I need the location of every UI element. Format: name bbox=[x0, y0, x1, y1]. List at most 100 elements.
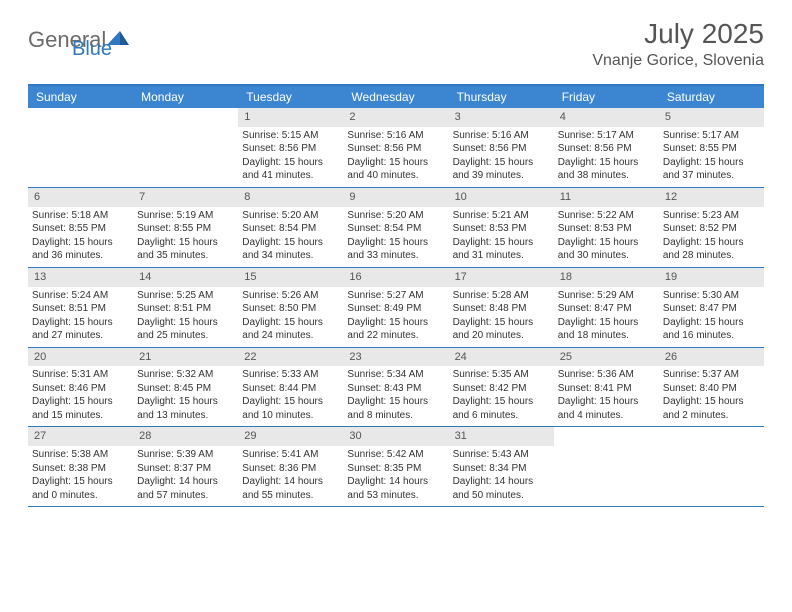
day-body: Sunrise: 5:26 AMSunset: 8:50 PMDaylight:… bbox=[238, 287, 343, 347]
day-cell: 8Sunrise: 5:20 AMSunset: 8:54 PMDaylight… bbox=[238, 188, 343, 267]
day-cell: 1Sunrise: 5:15 AMSunset: 8:56 PMDaylight… bbox=[238, 108, 343, 187]
daylight-line: Daylight: 15 hours and 38 minutes. bbox=[558, 156, 655, 183]
day-number: 21 bbox=[133, 348, 238, 367]
month-title: July 2025 bbox=[592, 18, 764, 50]
day-header: Thursday bbox=[449, 86, 554, 108]
location: Vnanje Gorice, Slovenia bbox=[592, 52, 764, 70]
sunset-line: Sunset: 8:37 PM bbox=[137, 462, 234, 476]
day-number: 23 bbox=[343, 348, 448, 367]
day-cell: 2Sunrise: 5:16 AMSunset: 8:56 PMDaylight… bbox=[343, 108, 448, 187]
day-body: Sunrise: 5:37 AMSunset: 8:40 PMDaylight:… bbox=[659, 366, 764, 426]
day-body: Sunrise: 5:29 AMSunset: 8:47 PMDaylight:… bbox=[554, 287, 659, 347]
sunrise-line: Sunrise: 5:17 AM bbox=[558, 129, 655, 143]
day-number: 15 bbox=[238, 268, 343, 287]
sunrise-line: Sunrise: 5:18 AM bbox=[32, 209, 129, 223]
day-number: 26 bbox=[659, 348, 764, 367]
day-header: Friday bbox=[554, 86, 659, 108]
day-body: Sunrise: 5:28 AMSunset: 8:48 PMDaylight:… bbox=[449, 287, 554, 347]
day-body: Sunrise: 5:41 AMSunset: 8:36 PMDaylight:… bbox=[238, 446, 343, 506]
day-cell: . bbox=[28, 108, 133, 187]
sunset-line: Sunset: 8:51 PM bbox=[32, 302, 129, 316]
day-body: Sunrise: 5:19 AMSunset: 8:55 PMDaylight:… bbox=[133, 207, 238, 267]
sunset-line: Sunset: 8:41 PM bbox=[558, 382, 655, 396]
sunrise-line: Sunrise: 5:41 AM bbox=[242, 448, 339, 462]
day-number: 9 bbox=[343, 188, 448, 207]
day-body: Sunrise: 5:33 AMSunset: 8:44 PMDaylight:… bbox=[238, 366, 343, 426]
sunset-line: Sunset: 8:47 PM bbox=[558, 302, 655, 316]
day-cell: 6Sunrise: 5:18 AMSunset: 8:55 PMDaylight… bbox=[28, 188, 133, 267]
day-cell: 28Sunrise: 5:39 AMSunset: 8:37 PMDayligh… bbox=[133, 427, 238, 506]
daylight-line: Daylight: 15 hours and 39 minutes. bbox=[453, 156, 550, 183]
sunrise-line: Sunrise: 5:34 AM bbox=[347, 368, 444, 382]
day-cell: 15Sunrise: 5:26 AMSunset: 8:50 PMDayligh… bbox=[238, 268, 343, 347]
sunset-line: Sunset: 8:44 PM bbox=[242, 382, 339, 396]
day-cell: 5Sunrise: 5:17 AMSunset: 8:55 PMDaylight… bbox=[659, 108, 764, 187]
week-row: 27 Sunrise: 5:38 AMSunset: 8:38 PMDayligh… bbox=[28, 427, 764, 507]
daylight-line: Daylight: 15 hours and 13 minutes. bbox=[137, 395, 234, 422]
sunset-line: Sunset: 8:38 PM bbox=[32, 462, 129, 476]
day-cell: 25Sunrise: 5:36 AMSunset: 8:41 PMDayligh… bbox=[554, 348, 659, 427]
daylight-line: Daylight: 15 hours and 22 minutes. bbox=[347, 316, 444, 343]
sunset-line: Sunset: 8:48 PM bbox=[453, 302, 550, 316]
day-body: Sunrise: 5:16 AMSunset: 8:56 PMDaylight:… bbox=[449, 127, 554, 187]
day-cell: 12Sunrise: 5:23 AMSunset: 8:52 PMDayligh… bbox=[659, 188, 764, 267]
sunset-line: Sunset: 8:46 PM bbox=[32, 382, 129, 396]
day-cell: 18Sunrise: 5:29 AMSunset: 8:47 PMDayligh… bbox=[554, 268, 659, 347]
day-body: Sunrise: 5:39 AMSunset: 8:37 PMDaylight:… bbox=[133, 446, 238, 506]
day-header: Saturday bbox=[659, 86, 764, 108]
day-body: Sunrise: 5:20 AMSunset: 8:54 PMDaylight:… bbox=[238, 207, 343, 267]
day-body: Sunrise: 5:34 AMSunset: 8:43 PMDaylight:… bbox=[343, 366, 448, 426]
daylight-line: Daylight: 15 hours and 35 minutes. bbox=[137, 236, 234, 263]
day-cell: 7Sunrise: 5:19 AMSunset: 8:55 PMDaylight… bbox=[133, 188, 238, 267]
sunrise-line: Sunrise: 5:32 AM bbox=[137, 368, 234, 382]
day-number: 11 bbox=[554, 188, 659, 207]
sunrise-line: Sunrise: 5:35 AM bbox=[453, 368, 550, 382]
day-number: 3 bbox=[449, 108, 554, 127]
day-cell: 29Sunrise: 5:41 AMSunset: 8:36 PMDayligh… bbox=[238, 427, 343, 506]
day-number: 2 bbox=[343, 108, 448, 127]
day-body: Sunrise: 5:17 AMSunset: 8:55 PMDaylight:… bbox=[659, 127, 764, 187]
day-cell: 10Sunrise: 5:21 AMSunset: 8:53 PMDayligh… bbox=[449, 188, 554, 267]
day-body: Sunrise: 5:17 AMSunset: 8:56 PMDaylight:… bbox=[554, 127, 659, 187]
sunset-line: Sunset: 8:54 PM bbox=[242, 222, 339, 236]
sunrise-line: Sunrise: 5:28 AM bbox=[453, 289, 550, 303]
day-number: 7 bbox=[133, 188, 238, 207]
day-body: Sunrise: 5:25 AMSunset: 8:51 PMDaylight:… bbox=[133, 287, 238, 347]
day-body: Sunrise: 5:30 AMSunset: 8:47 PMDaylight:… bbox=[659, 287, 764, 347]
daylight-line: Daylight: 15 hours and 10 minutes. bbox=[242, 395, 339, 422]
day-cell: . bbox=[554, 427, 659, 506]
day-number: 19 bbox=[659, 268, 764, 287]
day-cell: 27 Sunrise: 5:38 AMSunset: 8:38 PMDayligh… bbox=[28, 427, 133, 506]
daylight-line: Daylight: 15 hours and 33 minutes. bbox=[347, 236, 444, 263]
daylight-line: Daylight: 15 hours and 20 minutes. bbox=[453, 316, 550, 343]
day-cell: 11Sunrise: 5:22 AMSunset: 8:53 PMDayligh… bbox=[554, 188, 659, 267]
day-number: 18 bbox=[554, 268, 659, 287]
weeks-container: ..1Sunrise: 5:15 AMSunset: 8:56 PMDaylig… bbox=[28, 108, 764, 507]
sunrise-line: Sunrise: 5:21 AM bbox=[453, 209, 550, 223]
sunset-line: Sunset: 8:45 PM bbox=[137, 382, 234, 396]
day-body: Sunrise: 5:18 AMSunset: 8:55 PMDaylight:… bbox=[28, 207, 133, 267]
sunrise-line: Sunrise: 5:29 AM bbox=[558, 289, 655, 303]
sunrise-line: Sunrise: 5:15 AM bbox=[242, 129, 339, 143]
day-number: 14 bbox=[133, 268, 238, 287]
day-number: 1 bbox=[238, 108, 343, 127]
day-number: 27 bbox=[28, 427, 133, 446]
day-body: Sunrise: 5:36 AMSunset: 8:41 PMDaylight:… bbox=[554, 366, 659, 426]
sunrise-line: Sunrise: 5:38 AM bbox=[32, 448, 129, 462]
title-block: July 2025 Vnanje Gorice, Slovenia bbox=[592, 18, 764, 70]
day-body: Sunrise: 5:31 AMSunset: 8:46 PMDaylight:… bbox=[28, 366, 133, 426]
daylight-line: Daylight: 15 hours and 31 minutes. bbox=[453, 236, 550, 263]
daylight-line: Daylight: 15 hours and 0 minutes. bbox=[32, 475, 129, 502]
logo: GeneralBlue bbox=[28, 18, 148, 62]
sunrise-line: Sunrise: 5:16 AM bbox=[347, 129, 444, 143]
sunrise-line: Sunrise: 5:37 AM bbox=[663, 368, 760, 382]
day-cell: 24Sunrise: 5:35 AMSunset: 8:42 PMDayligh… bbox=[449, 348, 554, 427]
day-body: Sunrise: 5:23 AMSunset: 8:52 PMDaylight:… bbox=[659, 207, 764, 267]
daylight-line: Daylight: 15 hours and 4 minutes. bbox=[558, 395, 655, 422]
day-body: Sunrise: 5:22 AMSunset: 8:53 PMDaylight:… bbox=[554, 207, 659, 267]
sunrise-line: Sunrise: 5:27 AM bbox=[347, 289, 444, 303]
day-body: Sunrise: 5:27 AMSunset: 8:49 PMDaylight:… bbox=[343, 287, 448, 347]
day-body: Sunrise: 5:16 AMSunset: 8:56 PMDaylight:… bbox=[343, 127, 448, 187]
sunrise-line: Sunrise: 5:20 AM bbox=[242, 209, 339, 223]
day-body: Sunrise: 5:20 AMSunset: 8:54 PMDaylight:… bbox=[343, 207, 448, 267]
